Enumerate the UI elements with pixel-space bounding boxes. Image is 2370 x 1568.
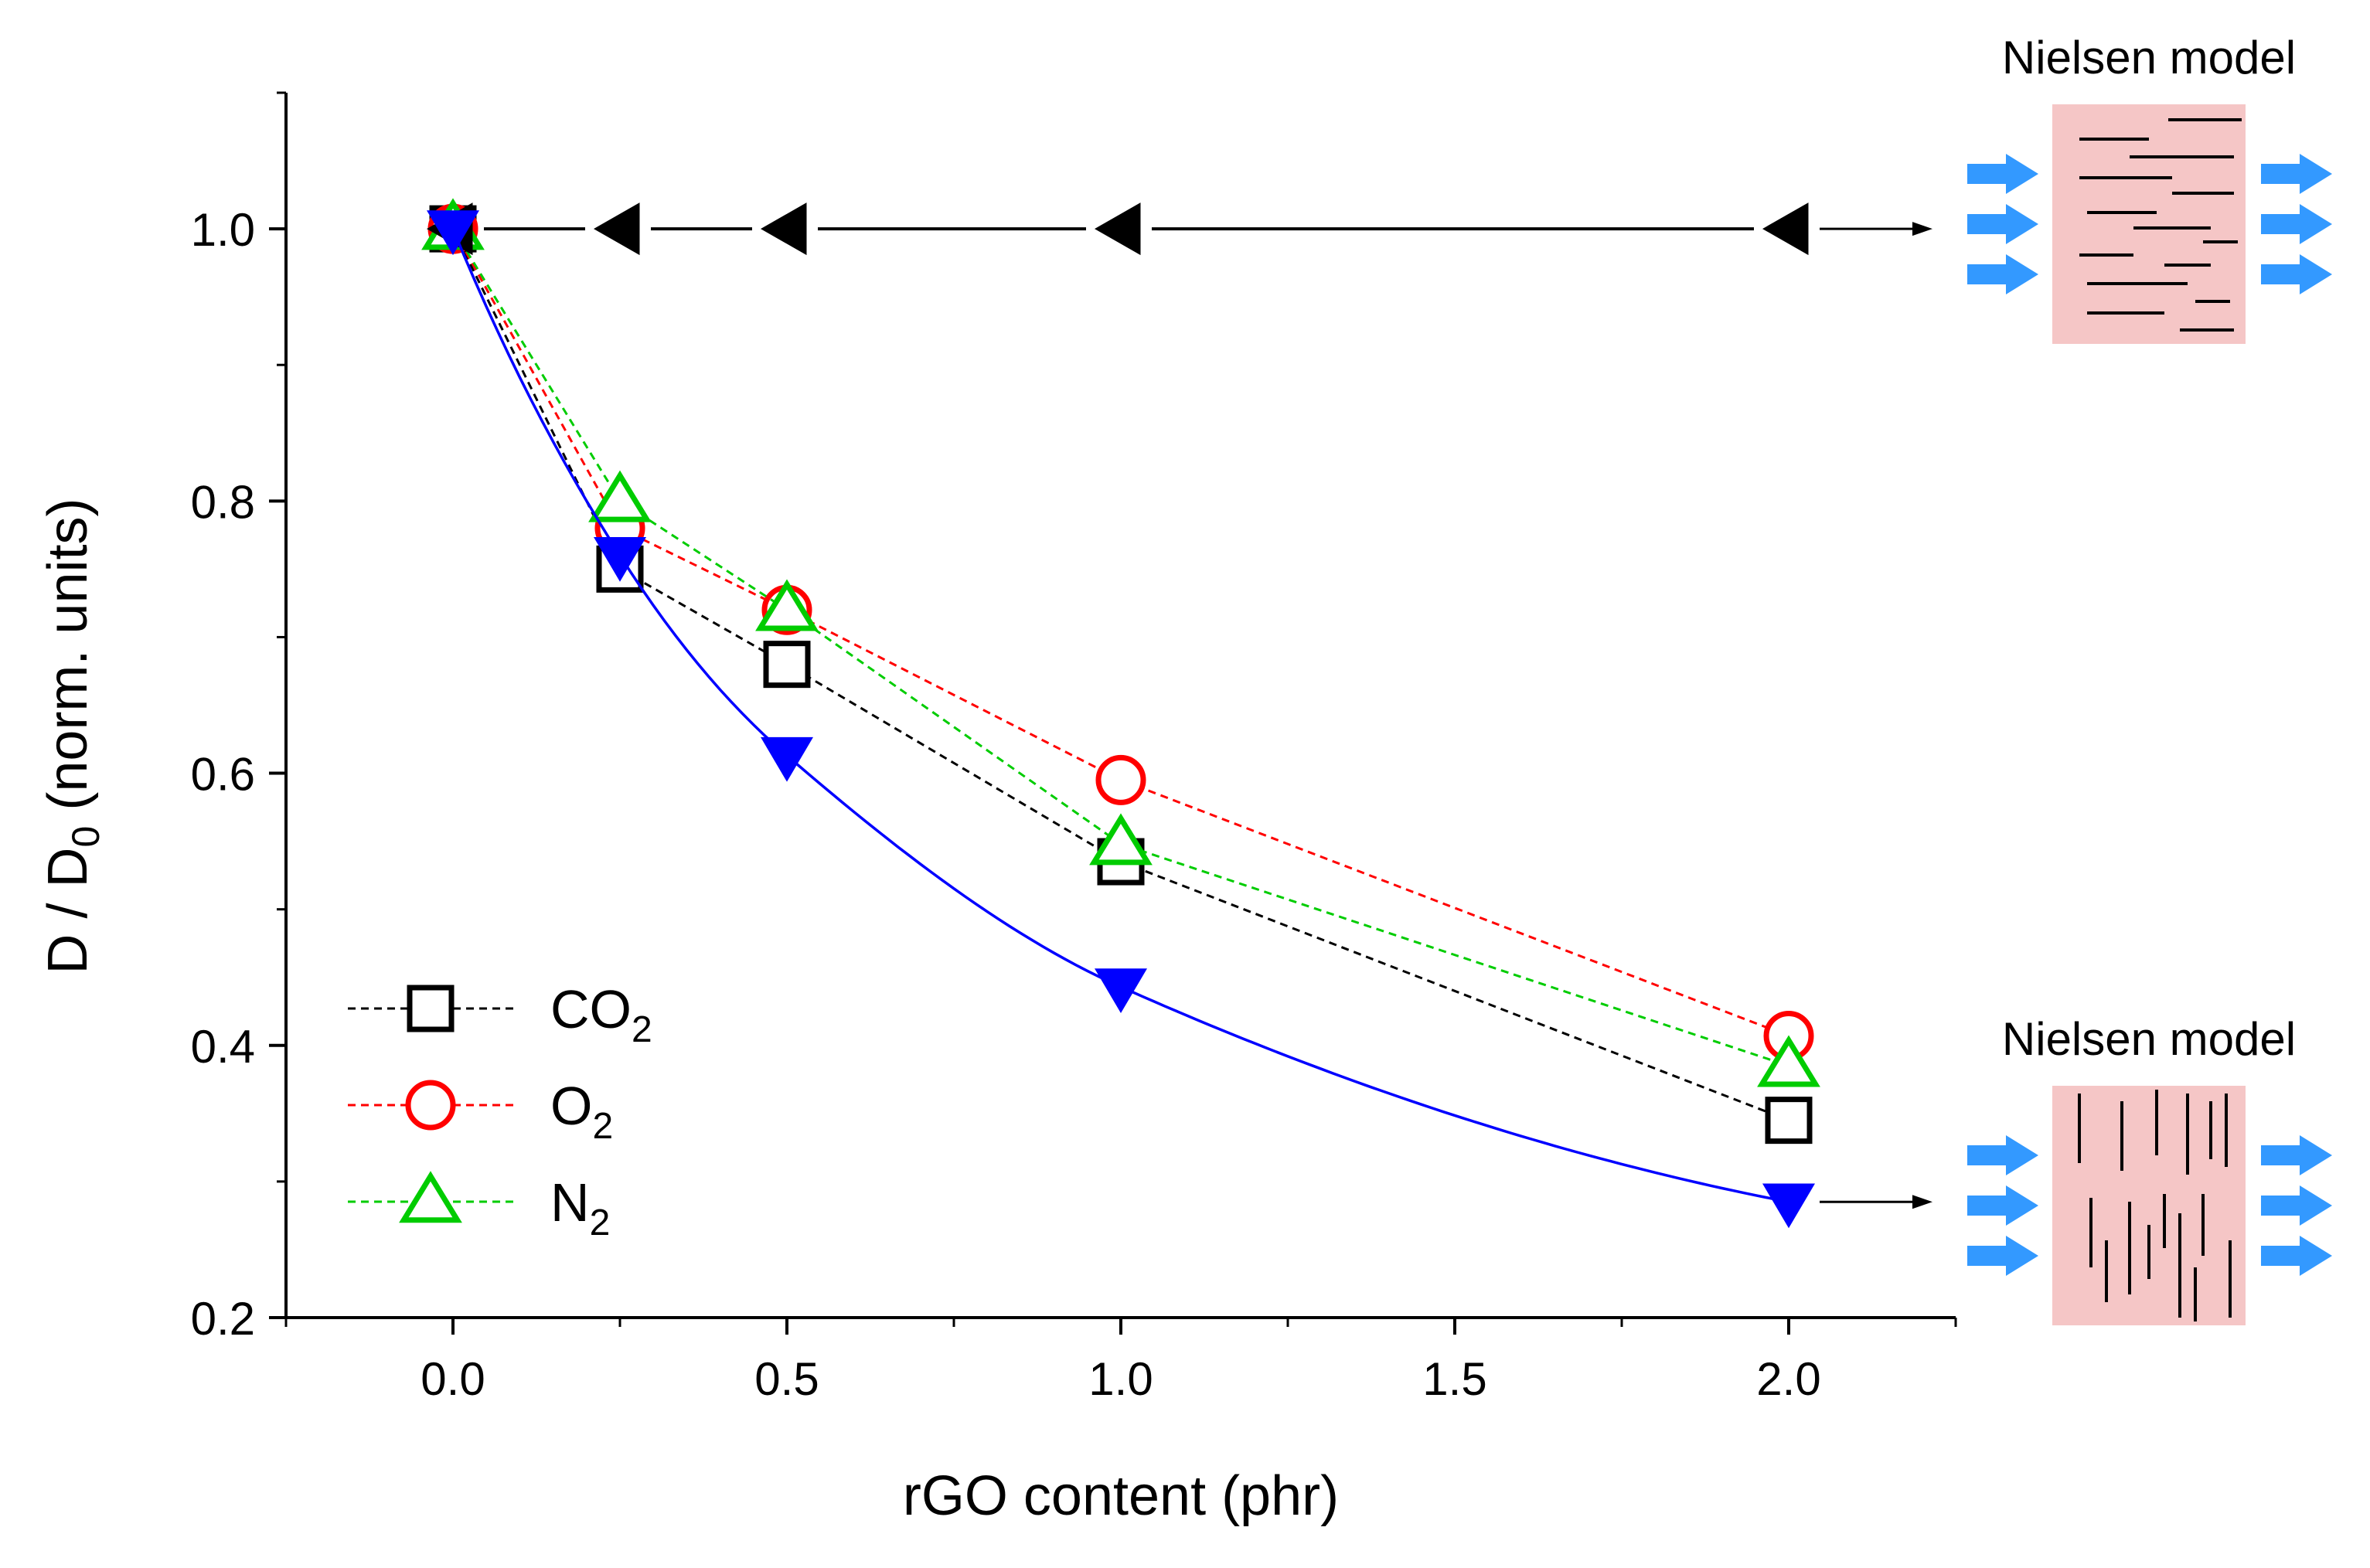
- legend-marker: [399, 1171, 462, 1223]
- x-tick-label: 1.0: [1088, 1353, 1153, 1405]
- legend-label: O2: [550, 1076, 613, 1147]
- legend-label-sub: 2: [632, 1009, 652, 1050]
- y-tick-label: 1.0: [191, 204, 255, 256]
- legend-marker: [407, 985, 455, 1032]
- axes: 0.0 0.5 1.0 1.5 2.0 0.2 0.4 0.6 0.8 1.0 rGO conten…: [37, 91, 1957, 1527]
- flow-arrow: [1967, 1236, 2038, 1276]
- data-point: [588, 470, 652, 522]
- x-tick-label: 2.0: [1756, 1353, 1820, 1405]
- flow-arrow: [2261, 154, 2332, 194]
- series-line: [451, 228, 1789, 1067]
- data-point: [763, 641, 811, 689]
- y-axis-title: D / D0 (norm. units): [37, 498, 107, 974]
- flow-arrow: [2261, 204, 2332, 244]
- legend-marker: [405, 1080, 456, 1131]
- legend-label-main: N: [550, 1172, 590, 1233]
- pointer-arrowhead: [1912, 1195, 1932, 1209]
- data-point: [594, 536, 646, 582]
- legend-item: O2: [348, 1076, 613, 1147]
- data-point: [1095, 754, 1146, 805]
- data-point: [1089, 813, 1153, 866]
- inset-title: Nielsen model: [2002, 1013, 2296, 1065]
- x-axis-title: rGO content (phr): [903, 1465, 1339, 1527]
- x-tick-label: 1.5: [1422, 1353, 1486, 1405]
- legend-label-sub: 2: [590, 1202, 611, 1243]
- legend-label-sub: 2: [592, 1106, 613, 1147]
- flow-arrow: [2261, 1135, 2332, 1175]
- pointer-arrowhead: [1912, 222, 1932, 236]
- data-point: [1095, 202, 1141, 256]
- flow-arrow: [1967, 154, 2038, 194]
- data-point: [1762, 1183, 1815, 1229]
- legend-label-main: CO: [550, 979, 632, 1039]
- series-layer: [421, 198, 1820, 1229]
- data-point: [594, 202, 640, 256]
- data-point: [755, 579, 819, 631]
- data-point: [761, 202, 807, 256]
- series-line: [451, 228, 1789, 1037]
- data-point: [1757, 1035, 1820, 1087]
- y-tick-label: 0.4: [191, 1021, 255, 1073]
- data-point: [1095, 968, 1147, 1014]
- series-curve: [451, 228, 1789, 1204]
- x-tick-label: 0.0: [421, 1353, 485, 1405]
- flow-arrow: [2261, 254, 2332, 294]
- y-tick-label: 0.2: [191, 1293, 255, 1345]
- insets: Nielsen model Nielsen model: [1820, 32, 2332, 1325]
- y-axis-title-main: D / D: [37, 847, 99, 974]
- x-tick-label: 0.5: [754, 1353, 819, 1405]
- legend-label: CO2: [550, 979, 652, 1050]
- inset-title: Nielsen model: [2002, 32, 2296, 83]
- legend-label-main: O: [550, 1076, 592, 1136]
- data-point: [761, 736, 813, 782]
- y-tick-label: 0.6: [191, 749, 255, 801]
- data-point: [427, 210, 479, 256]
- legend-item: CO2: [348, 979, 652, 1050]
- series-4: [427, 210, 1815, 1229]
- flow-arrow: [1967, 1185, 2038, 1226]
- inset-horizontal: Nielsen model: [1820, 32, 2332, 344]
- inset-vertical: Nielsen model: [1820, 1013, 2332, 1325]
- flow-arrow: [1967, 1135, 2038, 1175]
- data-point: [1765, 1097, 1813, 1145]
- legend-label: N2: [550, 1172, 610, 1243]
- flow-arrow: [2261, 1185, 2332, 1226]
- flow-arrow: [1967, 204, 2038, 244]
- y-axis-title-sub: 0: [64, 826, 107, 848]
- series-2: [421, 198, 1820, 1087]
- legend-item: N2: [348, 1171, 610, 1243]
- series-1: [427, 203, 1814, 1061]
- inset-box: [2052, 104, 2246, 344]
- series-3: [427, 202, 1809, 256]
- inset-box: [2052, 1086, 2246, 1325]
- data-point: [1762, 202, 1809, 256]
- y-axis-title-tail: (norm. units): [37, 498, 99, 826]
- flow-arrow: [1967, 254, 2038, 294]
- flow-arrow: [2261, 1236, 2332, 1276]
- y-tick-label: 0.8: [191, 476, 255, 528]
